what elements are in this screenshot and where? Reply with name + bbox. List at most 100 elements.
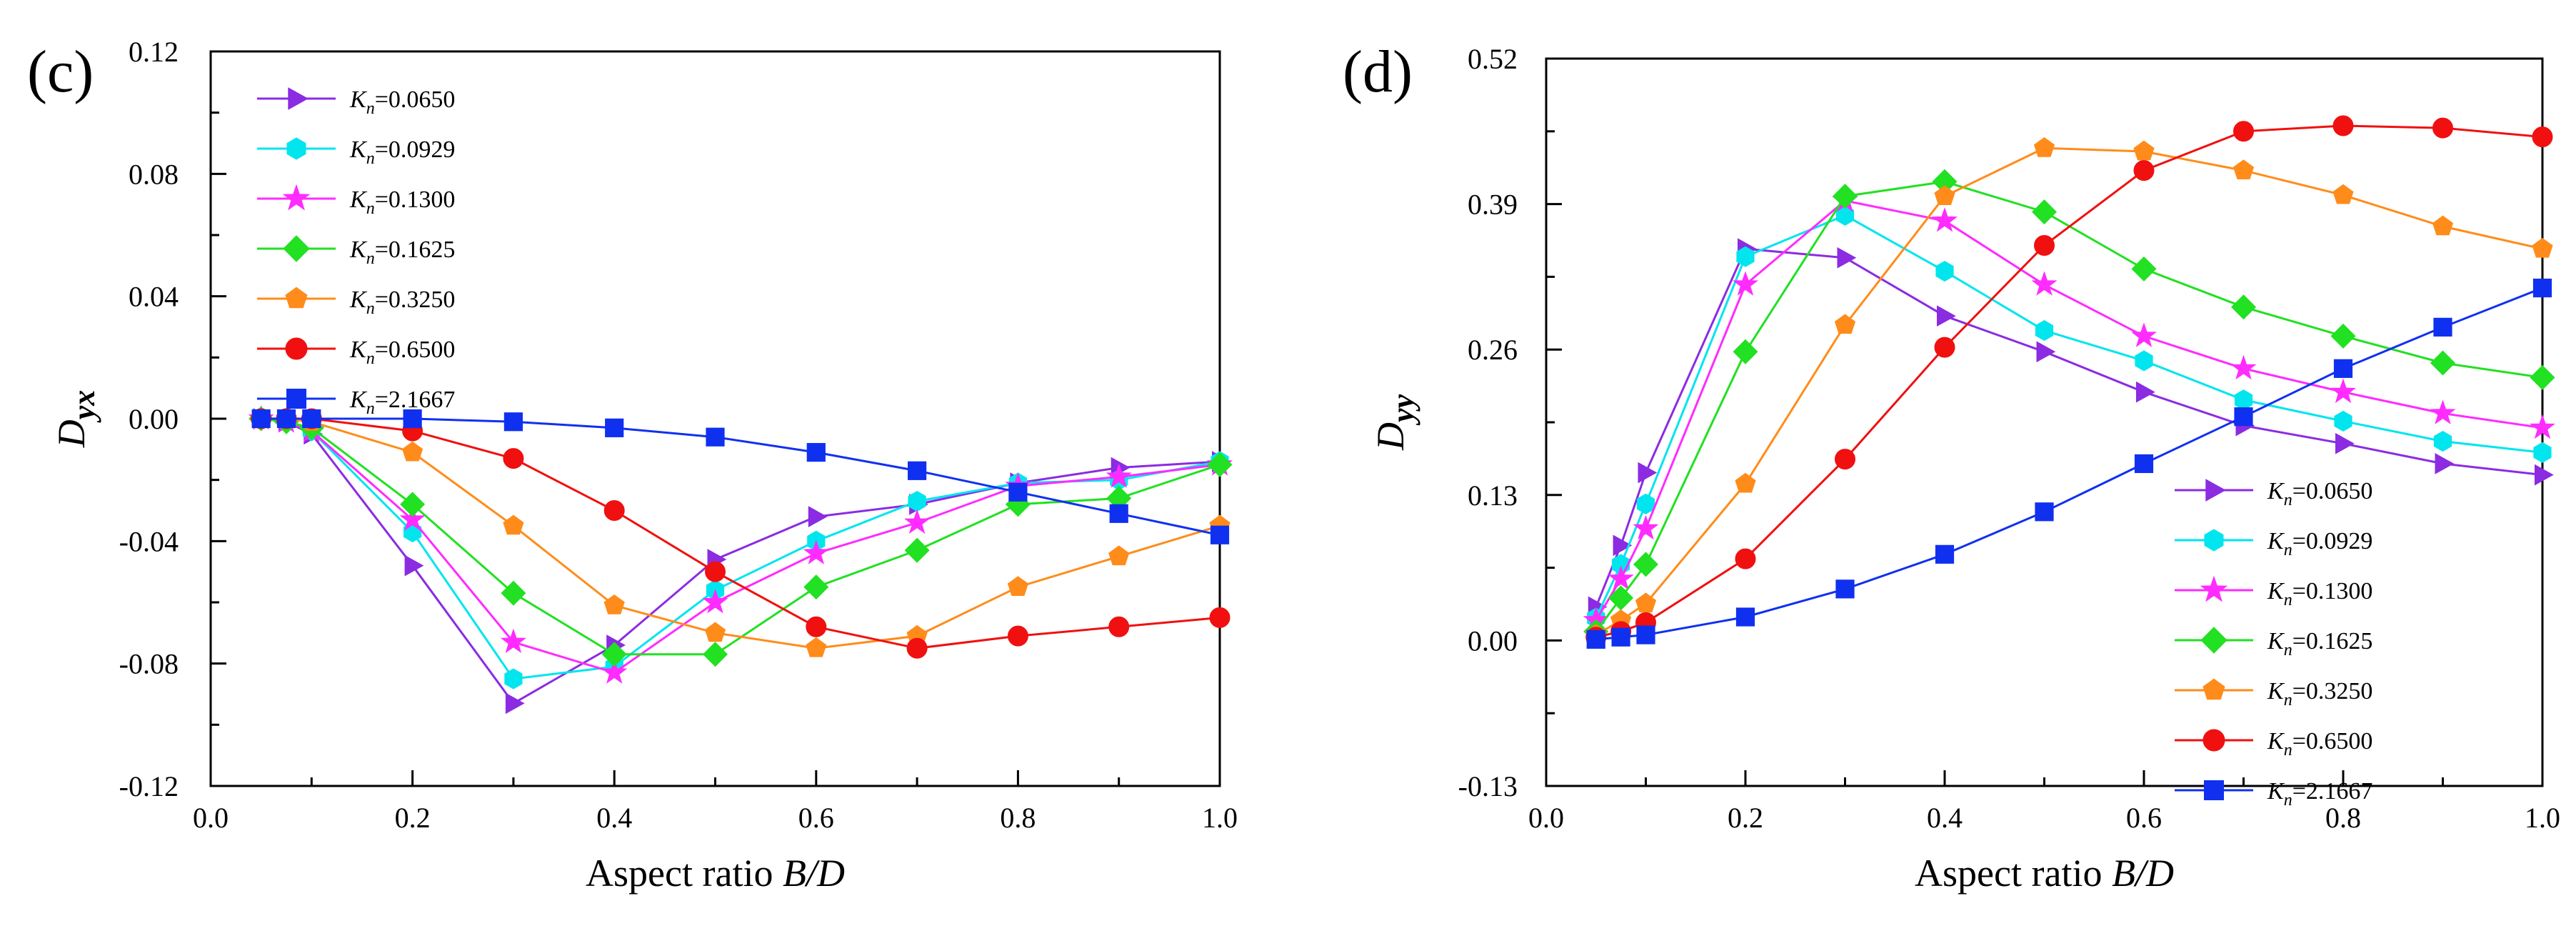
y-tick-label: 0.00	[1468, 624, 1518, 657]
legend-label: Kn=0.3250	[349, 287, 455, 318]
x-axis-title: Aspect ratio B/D	[1915, 852, 2174, 895]
data-point	[803, 574, 829, 600]
legend-label: Kn=0.0650	[2267, 478, 2372, 509]
legend-entry: Kn=2.1667	[257, 387, 455, 418]
x-axis-title-text: Aspect ratio	[586, 852, 783, 895]
data-point	[1608, 565, 1634, 590]
data-point	[2134, 454, 2154, 474]
y-tick-label: 0.00	[129, 403, 179, 435]
legend-symbol: K	[2267, 628, 2285, 654]
legend-value: =0.1300	[2292, 578, 2373, 604]
legend-entry: Kn=0.0929	[2175, 528, 2372, 559]
data-point	[2034, 235, 2055, 257]
x-tick-label: 0.8	[2325, 802, 2361, 834]
legend-label: Kn=0.6500	[349, 337, 455, 368]
legend-subscript: n	[2284, 791, 2292, 810]
legend-label: Kn=0.1300	[2267, 578, 2372, 609]
series-3	[249, 406, 1233, 667]
data-point	[403, 409, 422, 429]
data-point	[2035, 502, 2054, 522]
data-point	[1611, 627, 1630, 647]
data-point	[806, 616, 827, 637]
data-point	[702, 588, 728, 614]
data-point	[251, 409, 271, 429]
data-point	[1935, 261, 1954, 282]
y-axis-title-sub: yy	[1385, 394, 1420, 427]
legend-subscript: n	[2284, 641, 2292, 659]
data-point	[904, 509, 931, 534]
data-point	[806, 443, 826, 462]
legend-subscript: n	[2284, 741, 2292, 760]
legend-label: Kn=0.3250	[2267, 678, 2372, 710]
legend-marker	[285, 337, 308, 360]
x-tick-label: 0.4	[596, 802, 632, 834]
data-point	[2031, 199, 2058, 225]
data-point	[503, 412, 523, 432]
legend-subscript: n	[2284, 591, 2292, 609]
legend: Kn=0.0650Kn=0.0929Kn=0.1300Kn=0.1625Kn=0…	[2175, 478, 2372, 810]
data-point	[2330, 323, 2356, 349]
legend-marker	[286, 389, 306, 409]
series-line	[1595, 247, 2543, 607]
data-point	[1007, 576, 1028, 596]
legend-marker	[286, 137, 306, 160]
data-point	[399, 506, 426, 531]
data-point	[2432, 215, 2454, 236]
y-tick-label: 0.13	[1468, 479, 1518, 512]
legend-value: =0.3250	[2292, 678, 2373, 705]
y-axis-title-main: D	[50, 419, 93, 448]
legend-symbol: K	[2267, 528, 2285, 554]
legend-subscript: n	[2284, 541, 2292, 559]
legend-symbol: K	[349, 237, 368, 263]
legend-symbol: K	[349, 186, 368, 213]
data-point	[1735, 472, 1756, 493]
series-line	[1595, 199, 2543, 621]
data-point	[1109, 504, 1128, 523]
data-point	[2535, 464, 2554, 486]
legend-label: Kn=0.0929	[2267, 528, 2372, 559]
legend-value: =2.1667	[2292, 778, 2373, 805]
legend-entry: Kn=0.1625	[2175, 627, 2372, 659]
data-point	[503, 448, 524, 469]
legend-value: =0.6500	[375, 337, 456, 363]
series-3	[1583, 169, 2555, 644]
legend-entry: Kn=0.3250	[2175, 678, 2372, 710]
legend-subscript: n	[366, 299, 375, 318]
series-6	[251, 409, 1230, 544]
data-point	[1935, 544, 1955, 564]
data-point	[1733, 339, 1758, 364]
series-5	[251, 408, 1231, 659]
data-point	[1835, 449, 1855, 470]
legend-value: =0.0929	[2292, 528, 2373, 554]
legend-entry: Kn=0.6500	[2175, 728, 2372, 760]
data-point	[2430, 399, 2456, 424]
data-point	[1108, 545, 1130, 566]
series-6	[1586, 278, 2552, 649]
data-point	[605, 418, 624, 437]
legend-label: Kn=0.1300	[349, 186, 455, 218]
data-point	[1210, 525, 1230, 544]
data-point	[603, 500, 625, 521]
data-point	[1834, 314, 1856, 334]
data-point	[2133, 140, 2155, 161]
x-tick-label: 1.0	[2525, 802, 2560, 834]
data-point	[2435, 453, 2455, 474]
legend-entry: Kn=0.1300	[257, 184, 455, 218]
x-tick-label: 0.2	[395, 802, 431, 834]
data-point	[1586, 629, 1605, 649]
legend-entry: Kn=0.1300	[2175, 575, 2372, 609]
data-point	[1636, 493, 1655, 514]
legend-subscript: n	[366, 249, 375, 268]
data-point	[904, 537, 930, 563]
legend-marker	[2204, 780, 2224, 800]
data-point	[601, 659, 628, 684]
data-point	[2031, 271, 2058, 296]
x-tick-label: 0.6	[798, 802, 834, 834]
data-point	[402, 441, 424, 462]
x-tick-label: 0.6	[2126, 802, 2162, 834]
x-tick-label: 0.0	[193, 802, 229, 834]
legend-marker	[288, 87, 309, 110]
legend-symbol: K	[349, 287, 368, 313]
data-point	[908, 461, 927, 480]
data-point	[702, 642, 728, 667]
